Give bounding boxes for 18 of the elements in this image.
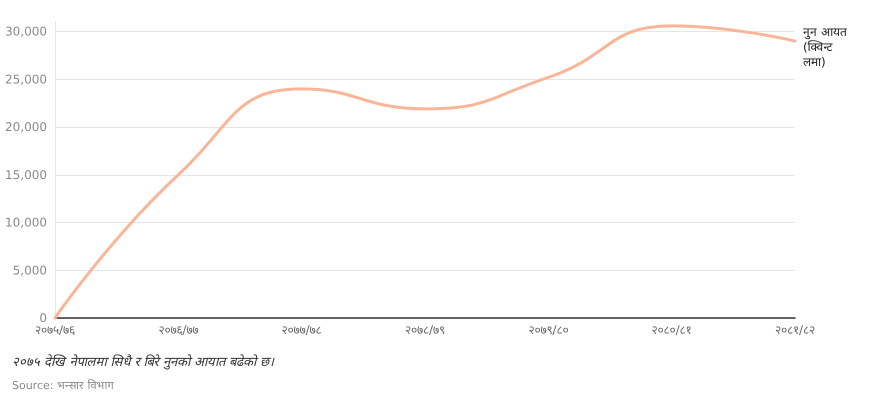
x-tick-label: २०७५/७६ (34, 323, 76, 337)
x-tick-label: २०८१/८२ (774, 323, 816, 337)
source-note: Source: भन्सार विभाग (12, 379, 114, 392)
x-tick-label: २०७७/७८ (282, 323, 322, 337)
y-tick-label: 30,000 (5, 24, 47, 39)
x-tick-label: २०७९/८० (528, 323, 568, 337)
x-tick-label: २०८०/८१ (652, 323, 692, 337)
x-tick-label: २०७६/७७ (158, 323, 198, 337)
x-tick-label: २०७८/७९ (404, 323, 446, 337)
y-tick-label: 20,000 (5, 120, 47, 134)
y-tick-label: 0 (39, 311, 47, 325)
text: २०७५ देखि नेपालमा सिधै र बिरे नुनको आयात बढेको छ। (12, 354, 276, 370)
y-tick-label: 5,000 (12, 263, 47, 278)
y-tick-label: 25,000 (5, 72, 47, 86)
y-tick-label: 15,000 (5, 168, 47, 182)
y-tick-label: 10,000 (5, 216, 47, 230)
series-label: नुन आयत (क्विन्टलमा) (803, 25, 851, 70)
line-series (54, 24, 796, 320)
